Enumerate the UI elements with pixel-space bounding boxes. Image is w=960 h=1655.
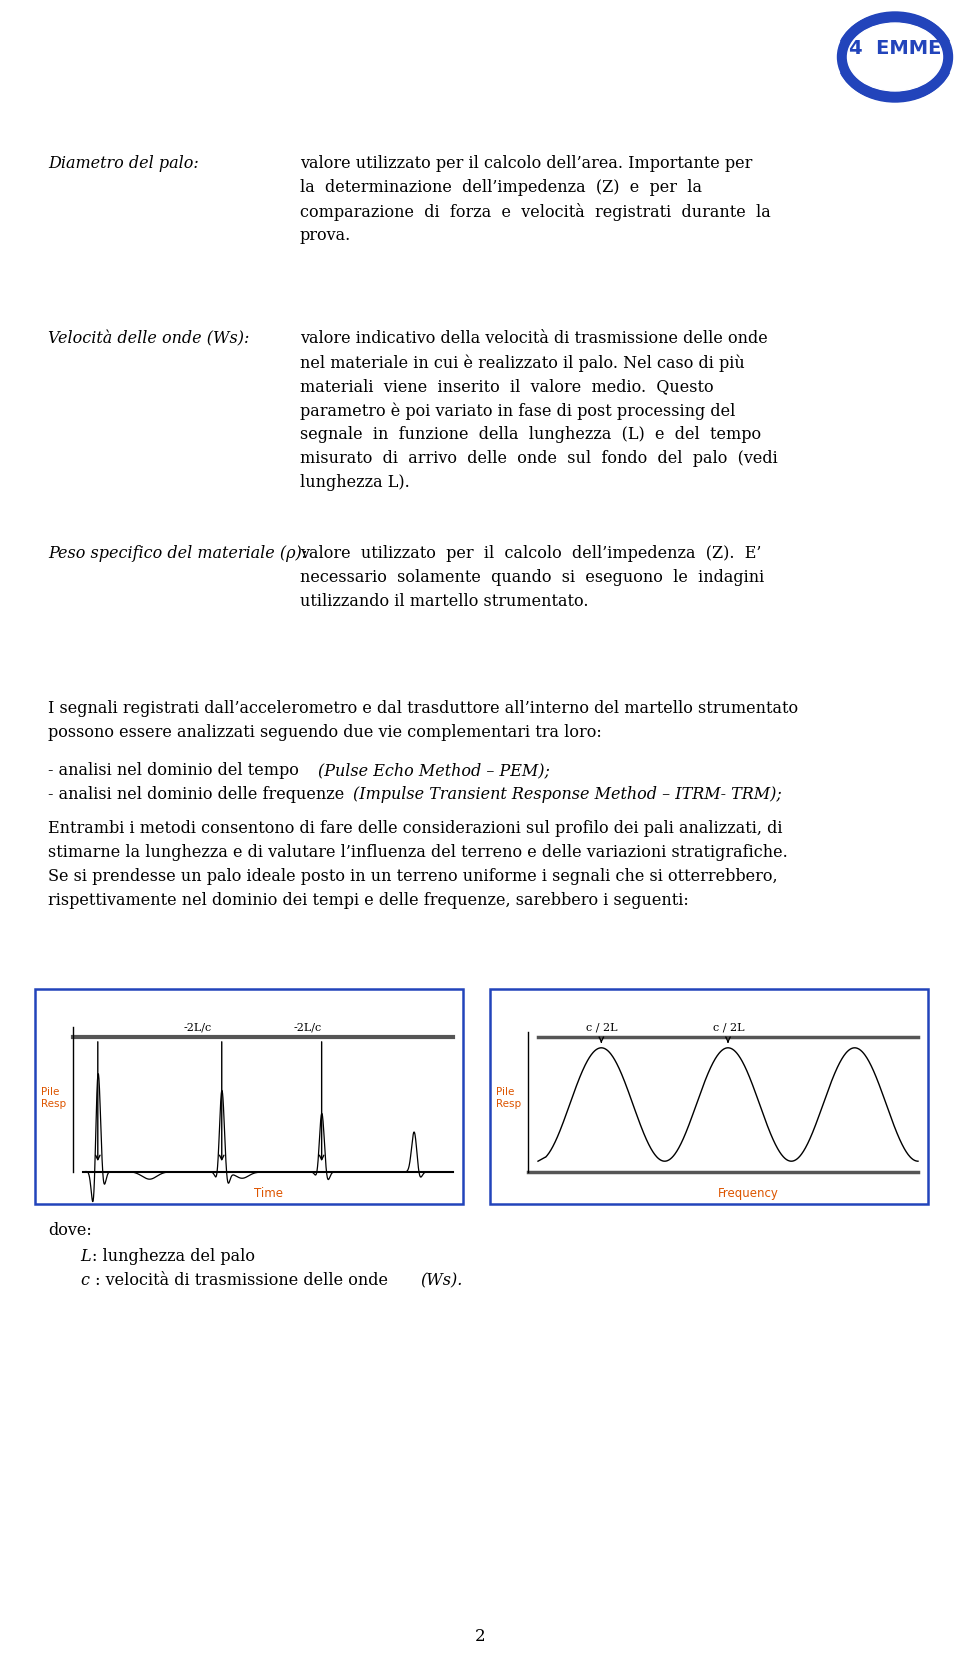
Text: Frequency: Frequency <box>717 1187 779 1200</box>
Text: (Ws).: (Ws). <box>420 1271 463 1288</box>
Text: (Impulse Transient Response Method – ITRM- TRM);: (Impulse Transient Response Method – ITR… <box>353 786 781 803</box>
Ellipse shape <box>837 13 952 103</box>
Text: Pile
Resp: Pile Resp <box>496 1086 521 1109</box>
Text: -2L/c: -2L/c <box>183 1021 212 1031</box>
Text: -2L/c: -2L/c <box>294 1021 322 1031</box>
Bar <box>35 990 463 1205</box>
Text: misurato  di  arrivo  delle  onde  sul  fondo  del  palo  (vedi: misurato di arrivo delle onde sul fondo … <box>300 450 778 467</box>
Text: (Pulse Echo Method – PEM);: (Pulse Echo Method – PEM); <box>318 761 550 778</box>
Text: lunghezza L).: lunghezza L). <box>300 473 410 490</box>
Text: Se si prendesse un palo ideale posto in un terreno uniforme i segnali che si ott: Se si prendesse un palo ideale posto in … <box>48 867 778 884</box>
Text: utilizzando il martello strumentato.: utilizzando il martello strumentato. <box>300 592 588 609</box>
Text: possono essere analizzati seguendo due vie complementari tra loro:: possono essere analizzati seguendo due v… <box>48 723 602 740</box>
Text: necessario  solamente  quando  si  eseguono  le  indagini: necessario solamente quando si eseguono … <box>300 569 764 586</box>
Text: valore indicativo della velocità di trasmissione delle onde: valore indicativo della velocità di tras… <box>300 329 768 348</box>
Ellipse shape <box>848 23 943 93</box>
Text: la  determinazione  dell’impedenza  (Z)  e  per  la: la determinazione dell’impedenza (Z) e p… <box>300 179 702 195</box>
Text: rispettivamente nel dominio dei tempi e delle frequenze, sarebbero i seguenti:: rispettivamente nel dominio dei tempi e … <box>48 892 688 909</box>
Text: segnale  in  funzione  della  lunghezza  (L)  e  del  tempo: segnale in funzione della lunghezza (L) … <box>300 425 761 444</box>
Text: materiali  viene  inserito  il  valore  medio.  Questo: materiali viene inserito il valore medio… <box>300 377 713 396</box>
Text: Entrambi i metodi consentono di fare delle considerazioni sul profilo dei pali a: Entrambi i metodi consentono di fare del… <box>48 819 782 836</box>
Text: stimarne la lunghezza e di valutare l’influenza del terreno e delle variazioni s: stimarne la lunghezza e di valutare l’in… <box>48 844 788 861</box>
Text: Pile
Resp: Pile Resp <box>41 1086 66 1109</box>
Text: I segnali registrati dall’accelerometro e dal trasduttore all’interno del martel: I segnali registrati dall’accelerometro … <box>48 700 798 717</box>
Text: dove:: dove: <box>48 1221 92 1238</box>
Text: nel materiale in cui è realizzato il palo. Nel caso di più: nel materiale in cui è realizzato il pal… <box>300 354 745 371</box>
Text: c / 2L: c / 2L <box>713 1021 745 1031</box>
Text: valore  utilizzato  per  il  calcolo  dell’impedenza  (Z).  E’: valore utilizzato per il calcolo dell’im… <box>300 544 761 561</box>
Text: Velocità delle onde (Ws):: Velocità delle onde (Ws): <box>48 329 250 348</box>
Text: prova.: prova. <box>300 227 351 243</box>
Text: 4  EMME: 4 EMME <box>849 38 941 58</box>
Text: : lunghezza del palo: : lunghezza del palo <box>92 1248 255 1264</box>
Text: 2: 2 <box>474 1627 486 1643</box>
Text: c: c <box>80 1271 89 1288</box>
Text: comparazione  di  forza  e  velocità  registrati  durante  la: comparazione di forza e velocità registr… <box>300 204 771 220</box>
Text: c / 2L: c / 2L <box>587 1021 618 1031</box>
Text: - analisi nel dominio delle frequenze: - analisi nel dominio delle frequenze <box>48 786 349 803</box>
Text: Time: Time <box>253 1187 282 1200</box>
Text: valore utilizzato per il calcolo dell’area. Importante per: valore utilizzato per il calcolo dell’ar… <box>300 156 753 172</box>
Bar <box>490 990 928 1205</box>
Text: : velocità di trasmissione delle onde: : velocità di trasmissione delle onde <box>90 1271 394 1288</box>
Text: Peso specifico del materiale (ρ):: Peso specifico del materiale (ρ): <box>48 544 307 561</box>
Text: parametro è poi variato in fase di post processing del: parametro è poi variato in fase di post … <box>300 402 735 419</box>
Text: - analisi nel dominio del tempo: - analisi nel dominio del tempo <box>48 761 304 778</box>
Text: L: L <box>80 1248 90 1264</box>
Text: Diametro del palo:: Diametro del palo: <box>48 156 199 172</box>
